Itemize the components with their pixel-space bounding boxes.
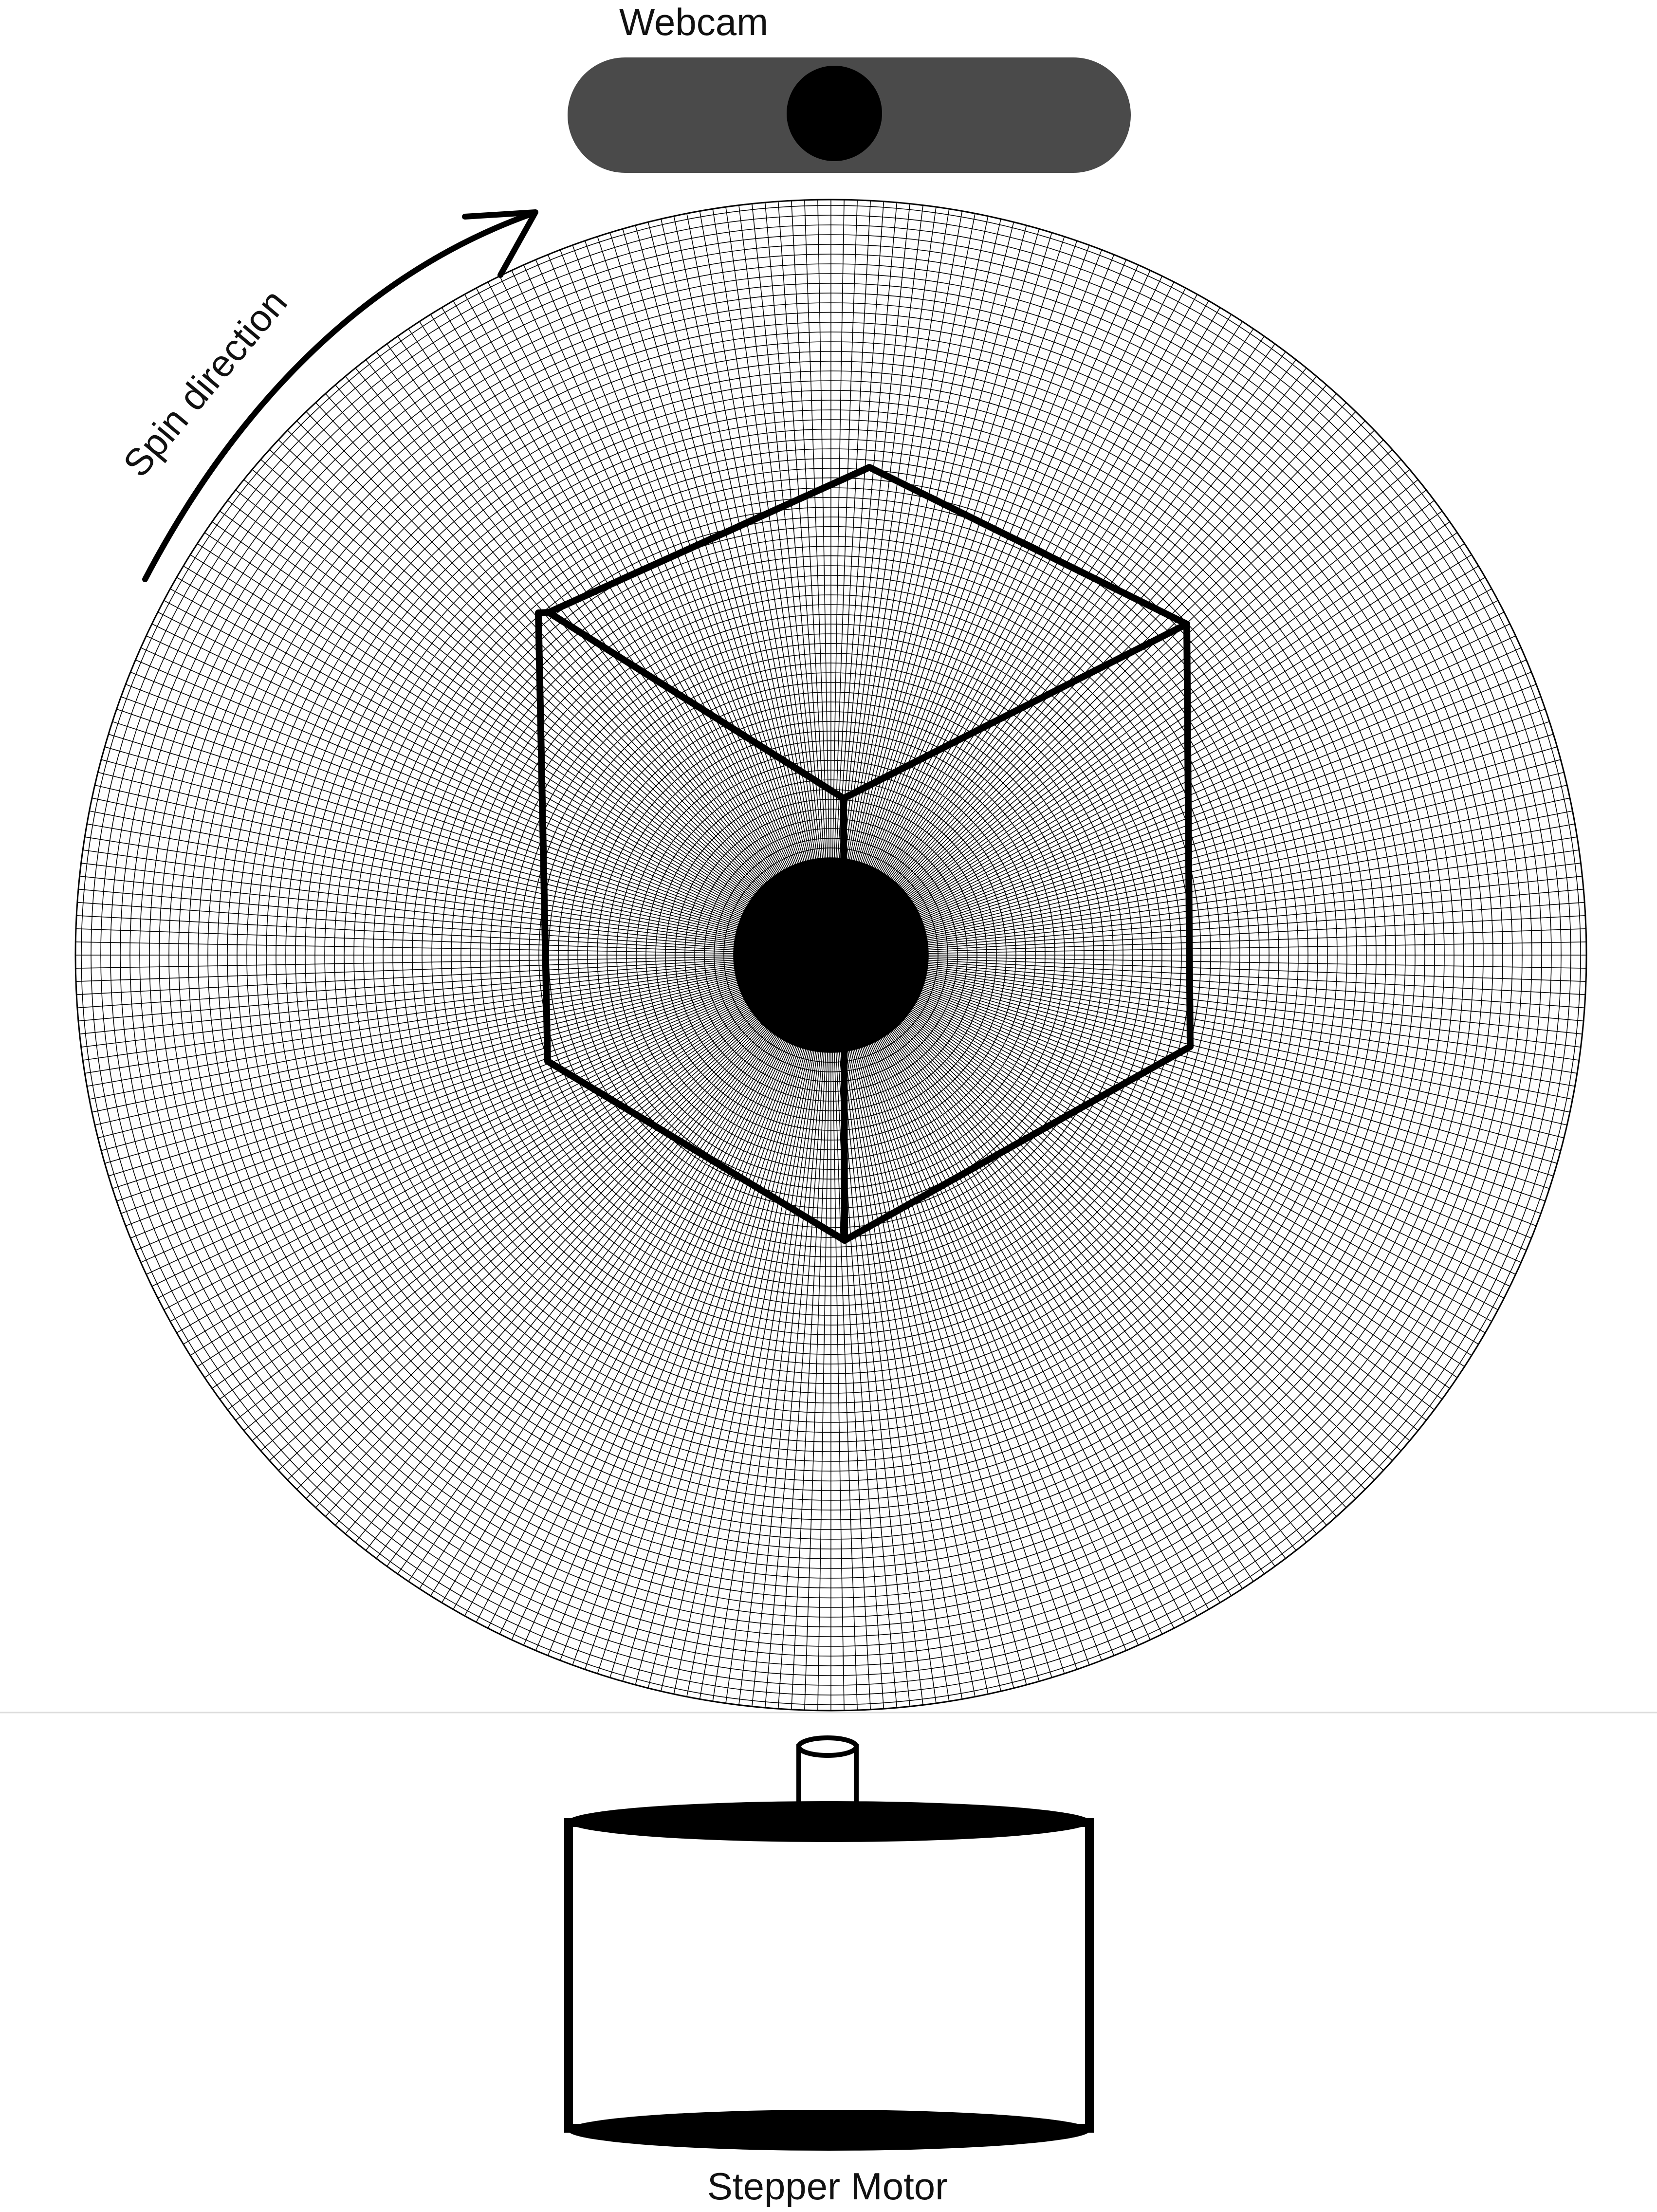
turntable-hub [734, 858, 928, 1052]
motor-bottom-cap [568, 2110, 1090, 2151]
motor-body [564, 1818, 1094, 2133]
motor-top-cap [568, 1801, 1090, 1842]
curved-arrow-icon [142, 211, 534, 582]
arrow-head-icon [462, 209, 538, 278]
stepper-motor-label: Stepper Motor [707, 2165, 948, 2208]
webcam: Webcam [568, 0, 1131, 173]
webcam-label: Webcam [619, 0, 768, 43]
lens-icon [787, 66, 882, 161]
stepper-motor-icon: Stepper Motor [564, 1735, 1094, 2208]
motor-shaft-top [796, 1735, 859, 1758]
cube-vertical-edge [840, 795, 848, 1244]
turntable [74, 199, 1587, 1712]
cube-object [535, 464, 1194, 1244]
grid-spokes [75, 200, 1586, 1711]
